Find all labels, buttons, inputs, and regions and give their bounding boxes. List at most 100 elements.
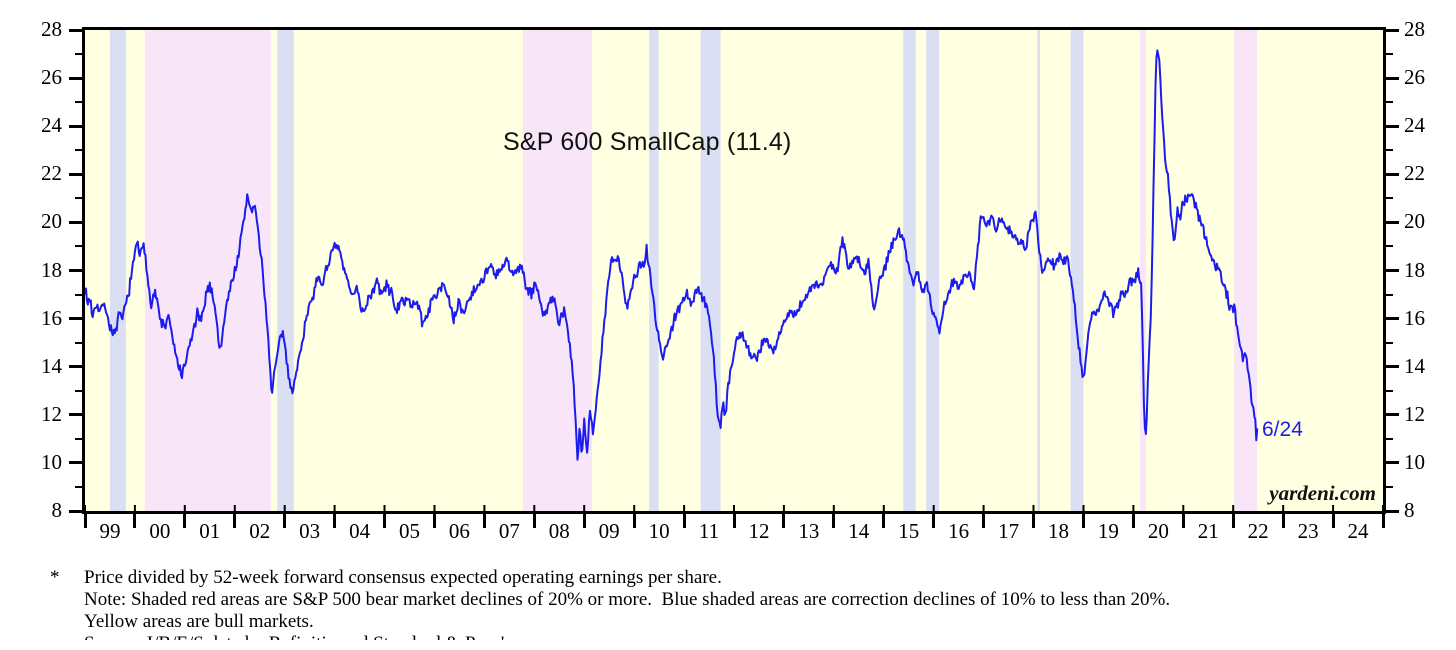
x-axis-inner-tick bbox=[333, 505, 336, 511]
y-axis-label-left: 24 bbox=[41, 113, 62, 138]
x-axis-year-label: 10 bbox=[648, 519, 670, 543]
y-axis-minor-tick-right bbox=[1386, 437, 1393, 440]
y-axis-major-tick-left bbox=[69, 413, 82, 417]
y-axis-label-left: 20 bbox=[41, 209, 62, 234]
plot-area bbox=[85, 30, 1383, 511]
y-axis-major-tick-right bbox=[1386, 269, 1399, 272]
x-axis-year-tick bbox=[283, 514, 287, 528]
footnote: * Price divided by 52-week forward conse… bbox=[50, 567, 1440, 640]
x-axis-year-label: 11 bbox=[698, 519, 720, 543]
y-axis-major-tick-left bbox=[69, 220, 82, 224]
x-axis-year-tick bbox=[482, 514, 486, 528]
y-axis-label-left: 14 bbox=[41, 353, 62, 378]
x-axis-inner-tick bbox=[383, 505, 386, 511]
x-axis-year-label: 19 bbox=[1097, 519, 1119, 543]
x-axis-year-tick bbox=[1181, 514, 1185, 528]
x-axis-year-tick bbox=[1231, 514, 1235, 528]
y-axis-minor-tick-right bbox=[1386, 149, 1393, 152]
x-axis-year-label: 06 bbox=[448, 519, 470, 543]
y-axis-label-left: 12 bbox=[41, 401, 62, 426]
y-axis-minor-tick-left bbox=[75, 437, 82, 440]
y-axis-major-tick-left bbox=[69, 365, 82, 369]
correction-band bbox=[110, 30, 126, 511]
x-axis-inner-tick bbox=[1082, 505, 1085, 511]
x-axis-inner-tick bbox=[733, 505, 735, 511]
x-axis-year-label: 14 bbox=[848, 519, 870, 543]
chart-svg bbox=[85, 30, 1383, 511]
price-earnings-line bbox=[85, 49, 1259, 461]
x-axis-inner-tick bbox=[832, 505, 835, 511]
footnote-asterisk: * bbox=[50, 567, 60, 588]
x-axis-inner-tick bbox=[483, 505, 486, 511]
correction-band bbox=[1070, 30, 1084, 511]
x-axis-inner-tick bbox=[1232, 505, 1235, 511]
x-axis-inner-tick bbox=[882, 505, 885, 511]
x-axis-inner-tick bbox=[932, 505, 935, 511]
y-axis-label-left: 8 bbox=[51, 498, 63, 522]
x-axis-inner-tick bbox=[233, 505, 236, 511]
x-axis-inner-tick bbox=[683, 505, 686, 511]
y-axis-major-tick-right bbox=[1386, 413, 1399, 417]
y-axis-major-tick-right bbox=[1386, 509, 1399, 513]
footnote-line-yellow: Yellow areas are bull markets. bbox=[84, 611, 314, 632]
y-axis-label-left: 28 bbox=[41, 17, 62, 41]
y-axis-minor-tick-left bbox=[75, 485, 82, 488]
x-axis-year-tick bbox=[133, 514, 137, 528]
x-axis-year-tick bbox=[333, 514, 337, 528]
y-axis-minor-tick-left bbox=[75, 389, 82, 392]
x-axis-inner-tick bbox=[782, 505, 785, 511]
x-axis-year-label: 22 bbox=[1247, 519, 1269, 543]
x-axis-year-label: 13 bbox=[798, 519, 820, 543]
correction-band bbox=[1037, 30, 1040, 511]
y-axis-minor-tick-left bbox=[75, 101, 82, 104]
y-axis-label-right: 24 bbox=[1404, 113, 1425, 138]
y-axis-minor-tick-right bbox=[1386, 341, 1393, 344]
y-axis-major-tick-left bbox=[69, 509, 82, 513]
x-axis-year-tick bbox=[1281, 514, 1285, 528]
correction-band bbox=[649, 30, 659, 511]
y-axis-label-right: 16 bbox=[1404, 305, 1425, 330]
y-axis-major-tick-left bbox=[69, 269, 82, 272]
y-axis-minor-tick-right bbox=[1386, 53, 1393, 56]
footnote-lines: Price divided by 52-week forward consens… bbox=[84, 567, 1440, 640]
y-axis-major-tick-left bbox=[69, 76, 82, 80]
x-axis-year-tick bbox=[432, 514, 436, 528]
x-axis-year-label: 09 bbox=[598, 519, 620, 543]
x-axis-inner-tick bbox=[1132, 505, 1135, 511]
footnote-line-note: Note: Shaded red areas are S&P 500 bear … bbox=[84, 589, 1171, 610]
y-axis-minor-tick-right bbox=[1386, 293, 1393, 296]
x-axis-inner-tick bbox=[133, 505, 136, 511]
x-axis-year-tick bbox=[732, 514, 736, 528]
chart-title: S&P 600 SmallCap (11.4) bbox=[503, 128, 792, 156]
x-axis-year-tick bbox=[1081, 514, 1085, 528]
x-axis-year-label: 17 bbox=[998, 519, 1020, 543]
y-axis-label-right: 22 bbox=[1404, 161, 1425, 186]
y-axis-minor-tick-left bbox=[75, 53, 82, 56]
footnote-line-source-clipped: Source: I/B/E/S data by Refinitiv and St… bbox=[84, 633, 1440, 640]
bear-market-band bbox=[1139, 30, 1146, 511]
yardeni-watermark: yardeni.com bbox=[1269, 481, 1376, 505]
x-axis-year-tick bbox=[782, 514, 786, 528]
y-axis-label-right: 14 bbox=[1404, 353, 1425, 378]
correction-band bbox=[277, 30, 294, 511]
y-axis-label-left: 22 bbox=[41, 161, 62, 186]
y-axis-minor-tick-right bbox=[1386, 389, 1393, 392]
y-axis-major-tick-right bbox=[1386, 317, 1399, 321]
x-axis-year-label: 21 bbox=[1197, 519, 1219, 543]
x-axis-year-tick bbox=[632, 514, 636, 528]
y-axis-major-tick-right bbox=[1386, 76, 1399, 80]
x-axis-year-tick bbox=[932, 514, 936, 528]
bear-market-band bbox=[1234, 30, 1258, 511]
x-axis-year-label: 15 bbox=[898, 519, 920, 543]
x-axis-inner-tick bbox=[283, 505, 286, 511]
y-axis-major-tick-left bbox=[69, 172, 82, 176]
y-axis-major-tick-right bbox=[1386, 124, 1399, 128]
x-axis-year-tick bbox=[1131, 514, 1135, 528]
x-axis-inner-tick bbox=[1382, 505, 1383, 511]
y-axis-label-right: 20 bbox=[1404, 209, 1425, 234]
y-axis-minor-tick-right bbox=[1386, 197, 1393, 200]
x-axis-inner-tick bbox=[583, 505, 586, 511]
bear-market-band bbox=[522, 30, 593, 511]
y-axis-label-right: 26 bbox=[1404, 65, 1425, 90]
